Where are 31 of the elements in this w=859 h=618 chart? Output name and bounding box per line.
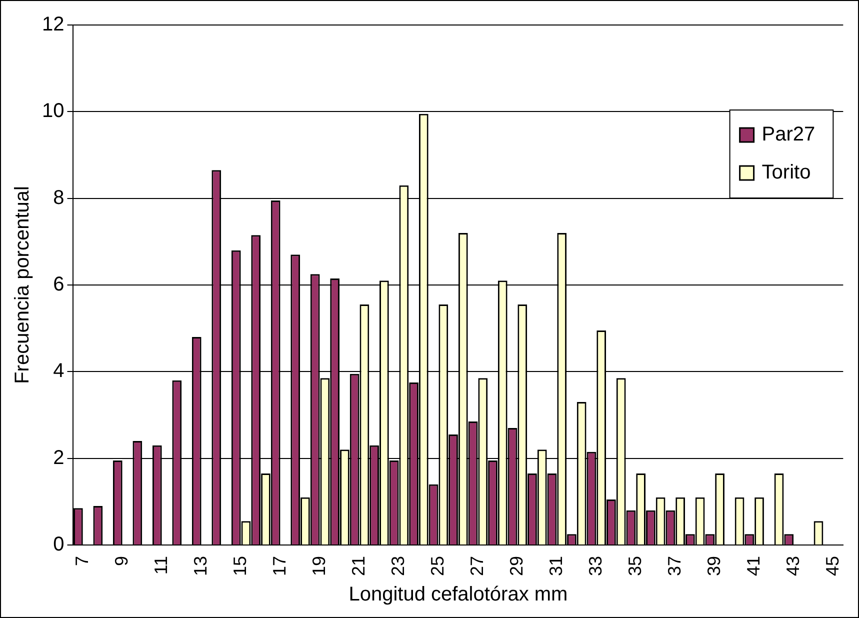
x-tick-label: 37 bbox=[664, 556, 684, 576]
x-tick-label: 21 bbox=[348, 556, 368, 576]
x-tick-label: 23 bbox=[388, 556, 408, 576]
y-tick-label: 6 bbox=[53, 274, 64, 296]
y-tick-label: 2 bbox=[53, 446, 64, 469]
x-tick-label: 15 bbox=[230, 556, 250, 576]
legend-label: Torito bbox=[762, 162, 811, 184]
x-tick-label: 11 bbox=[151, 556, 172, 575]
x-tick-label: 25 bbox=[427, 556, 448, 576]
x-tick-label: 7 bbox=[72, 556, 92, 566]
x-tick-label: 41 bbox=[743, 556, 764, 576]
x-tick-label: 33 bbox=[585, 556, 606, 576]
x-tick-label: 45 bbox=[822, 556, 842, 576]
y-tick-label: 4 bbox=[53, 360, 64, 382]
x-tick-label: 9 bbox=[112, 556, 132, 566]
x-tick-label: 39 bbox=[704, 556, 724, 576]
legend-label: Par27 bbox=[762, 124, 816, 146]
y-axis-title: Frecuencia porcentual bbox=[12, 186, 34, 384]
y-tick-label: 12 bbox=[42, 14, 64, 36]
y-tick-label: 0 bbox=[53, 533, 64, 556]
x-tick-label: 27 bbox=[466, 556, 487, 576]
x-tick-label: 13 bbox=[190, 556, 211, 576]
x-tick-label: 29 bbox=[506, 556, 526, 576]
x-tick-label: 43 bbox=[782, 556, 803, 576]
y-tick-label: 10 bbox=[42, 100, 64, 122]
x-axis-title: Longitud cefalotórax mm bbox=[348, 584, 568, 606]
x-tick-label: 19 bbox=[308, 556, 329, 576]
x-tick-label: 17 bbox=[270, 556, 290, 576]
y-tick-label: 8 bbox=[53, 186, 64, 209]
x-tick-label: 35 bbox=[624, 556, 645, 576]
x-tick-label: 31 bbox=[546, 556, 566, 576]
